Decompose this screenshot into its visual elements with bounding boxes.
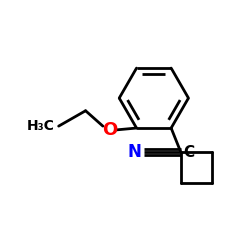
Text: C: C <box>184 144 195 160</box>
Text: H₃C: H₃C <box>27 119 55 133</box>
Text: N: N <box>128 143 141 161</box>
Text: O: O <box>102 121 117 139</box>
